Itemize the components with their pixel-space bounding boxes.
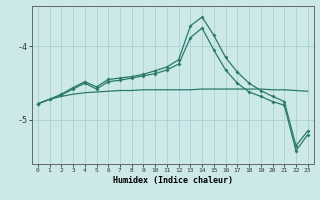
X-axis label: Humidex (Indice chaleur): Humidex (Indice chaleur) [113, 176, 233, 185]
